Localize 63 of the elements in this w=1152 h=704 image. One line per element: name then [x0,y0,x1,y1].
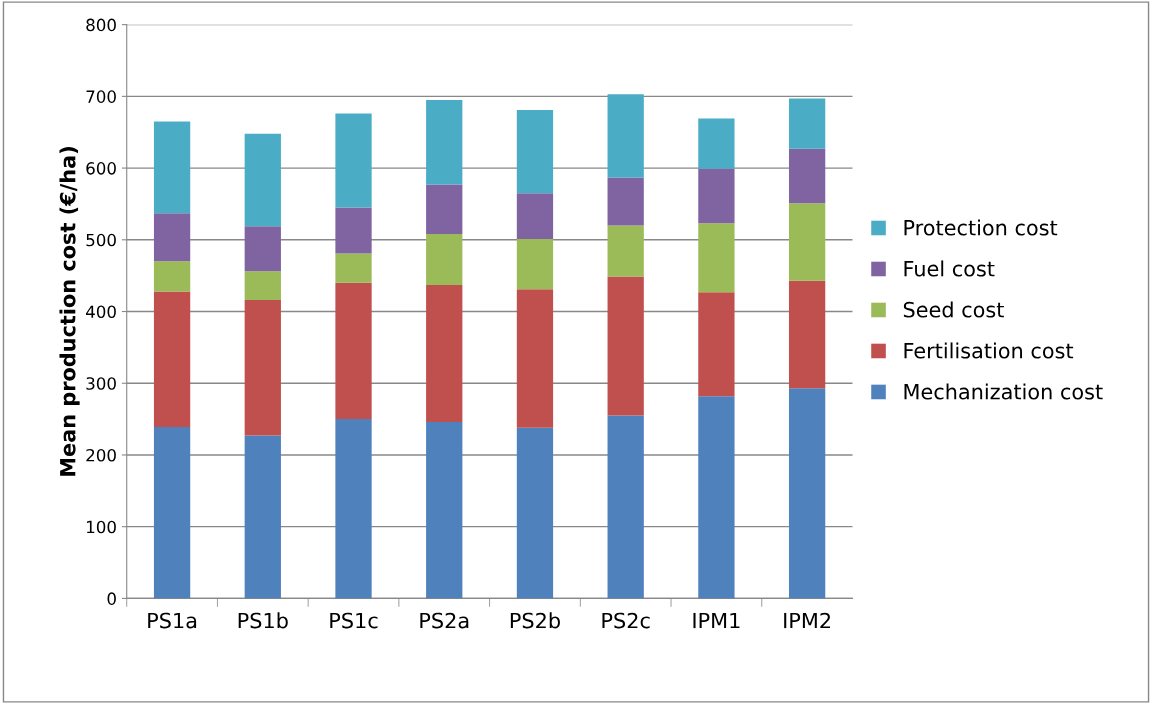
bar [335,419,372,599]
bar [516,193,554,240]
bar [698,223,735,293]
y-tick-label: 700 [86,90,116,103]
bar [335,253,372,283]
y-tick-label: 600 [86,162,116,175]
bar [244,133,281,227]
bar [607,225,644,277]
bar [335,207,372,254]
bar [426,184,463,235]
x-tick-label: IPM1 [693,612,740,629]
bar [788,388,826,599]
bar [607,415,644,599]
x-tick-label: IPM2 [784,612,830,629]
bar [698,292,735,397]
x-tick-label: PS2c [602,612,650,629]
bar [698,168,735,224]
y-tick-label: 100 [87,520,116,534]
x-tick-label: PS1c [330,612,378,629]
bar [698,396,735,599]
x-tick-label: PS2a [420,612,469,629]
bar [153,426,191,599]
y-axis-title: Mean production cost (€/ha) [59,147,80,476]
bar [607,177,644,226]
bar [244,271,281,301]
y-tick-label: 800 [86,18,116,32]
bar [244,435,281,599]
bar [516,109,554,194]
y-tick-label: 500 [86,233,116,247]
bar [516,427,554,599]
bar [335,113,372,208]
bar [153,291,191,427]
legend-label: Fertilisation cost [904,342,1074,359]
bar [426,421,463,599]
legend-label: Protection cost [904,219,1058,236]
bar [516,239,554,290]
bar [244,226,281,272]
bar [516,289,554,428]
x-tick-label: PS1a [148,612,197,629]
legend-label: Seed cost [903,301,1004,318]
bar [153,121,191,214]
bar [607,276,644,416]
bar [244,300,281,436]
legend-label: Fuel cost [904,260,995,277]
bar [698,118,735,169]
y-tick-label: 300 [86,377,116,390]
bar [335,282,372,420]
x-tick-label: PS2b [510,612,560,629]
x-tick-label: PS1b [238,612,288,629]
bar [426,234,463,285]
bar [788,280,826,389]
bar [607,94,644,178]
bar [788,98,826,149]
y-tick-label: 400 [86,305,116,319]
bar [426,284,463,422]
y-tick-label: 0 [107,592,116,605]
legend-label: Mechanization cost [904,383,1103,400]
bar [153,213,191,262]
bar [426,99,463,185]
y-tick-label: 200 [86,448,116,462]
bar [788,148,826,204]
bar [153,261,191,292]
bar [788,203,826,281]
